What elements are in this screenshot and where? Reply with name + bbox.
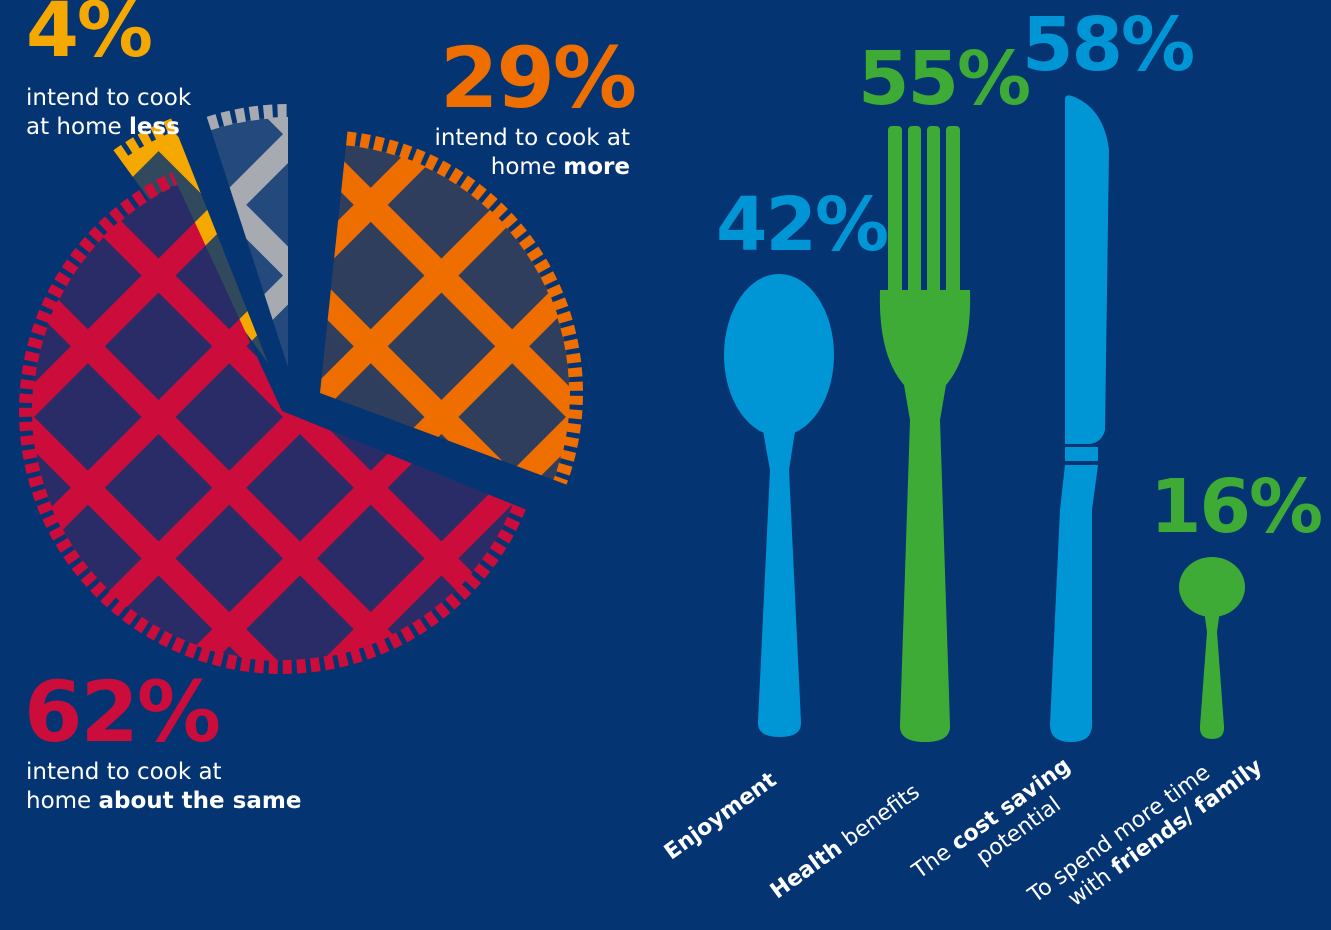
slice-same-caption-line1: intend to cook at (26, 759, 222, 785)
slice-more-value: 29% (440, 29, 637, 127)
slice-more-caption-line1: intend to cook at (434, 125, 630, 151)
slice-same-caption-bold: about the same (98, 788, 302, 814)
bar-value-3: 16% (1150, 464, 1323, 550)
slice-more-caption-bold: more (563, 154, 630, 180)
bar-mark-0 (724, 274, 834, 737)
slice-less-caption-line2: at home (26, 114, 129, 140)
slice-more-caption-line2: home (490, 154, 564, 180)
slice-same-caption-line2: home (26, 788, 99, 814)
slice-less-caption: intend to cook at home less (26, 84, 191, 142)
bar-mark-1 (879, 126, 971, 742)
slice-less-caption-line1: intend to cook (26, 85, 192, 111)
slice-less-caption-bold: less (128, 114, 180, 140)
pie-crust-1 (346, 131, 583, 485)
bar-value-2: 58% (1022, 2, 1195, 88)
bar-value-1: 55% (858, 36, 1031, 122)
bar-value-0: 42% (716, 182, 889, 268)
pie-slice-3 (210, 117, 288, 367)
slice-same-caption: intend to cook at home about the same (26, 758, 301, 816)
pie-crust-2 (19, 172, 526, 674)
pie-crust-0 (113, 118, 177, 162)
slice-more-caption: intend to cook at home more (400, 124, 630, 182)
slice-less-value: 4% (26, 0, 153, 74)
pie-crust-3 (206, 104, 289, 131)
pie-slice-2 (32, 184, 514, 661)
bar-mark-2 (1050, 95, 1109, 742)
slice-same-value: 62% (24, 663, 221, 761)
bar-mark-3 (1179, 557, 1245, 739)
